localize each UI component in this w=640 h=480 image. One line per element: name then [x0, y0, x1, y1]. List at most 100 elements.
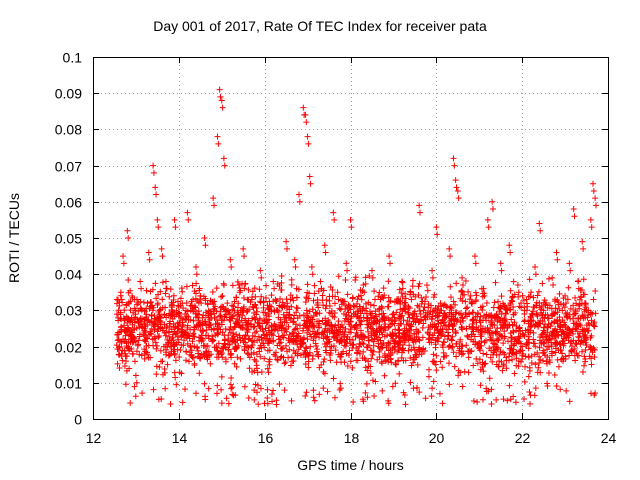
data-point — [462, 298, 469, 305]
data-point — [518, 300, 525, 307]
data-point — [129, 333, 136, 340]
data-point — [473, 292, 480, 299]
data-point — [586, 322, 593, 329]
data-point — [459, 274, 466, 281]
data-point — [581, 362, 588, 369]
data-point — [303, 119, 310, 126]
data-point — [191, 326, 198, 333]
data-point — [329, 323, 336, 330]
data-point — [286, 339, 293, 346]
data-point — [430, 351, 437, 358]
data-point — [121, 338, 128, 345]
data-point — [249, 315, 256, 322]
data-point — [556, 305, 563, 312]
data-point — [349, 342, 356, 349]
data-point — [402, 401, 409, 408]
data-point — [304, 318, 311, 325]
data-point — [447, 304, 454, 311]
data-point — [349, 294, 356, 301]
data-point — [546, 302, 553, 309]
data-point — [567, 315, 574, 322]
data-point — [429, 316, 436, 323]
data-point — [404, 317, 411, 324]
data-point — [354, 296, 361, 303]
data-point — [151, 315, 158, 322]
data-point — [386, 260, 393, 267]
data-point — [122, 381, 129, 388]
data-point — [162, 278, 169, 285]
data-point — [362, 274, 369, 281]
data-point — [279, 344, 286, 351]
data-point — [246, 354, 253, 361]
data-point — [173, 381, 180, 388]
data-point — [342, 277, 349, 284]
data-point — [277, 295, 284, 302]
data-point — [270, 338, 277, 345]
data-point — [328, 308, 335, 315]
x-tick-label: 22 — [515, 430, 531, 446]
data-point — [211, 310, 218, 317]
data-point — [541, 297, 548, 304]
data-point — [405, 347, 412, 354]
data-point — [182, 386, 189, 393]
data-point — [506, 353, 513, 360]
data-point — [196, 287, 203, 294]
data-point — [266, 313, 273, 320]
data-point — [443, 352, 450, 359]
data-point — [388, 332, 395, 339]
data-point — [584, 314, 591, 321]
data-point — [541, 314, 548, 321]
data-point — [459, 297, 466, 304]
data-point — [249, 303, 256, 310]
data-point — [411, 336, 418, 343]
data-point — [376, 324, 383, 331]
data-point — [318, 361, 325, 368]
data-point — [441, 333, 448, 340]
data-point — [459, 288, 466, 295]
data-point — [472, 341, 479, 348]
data-point — [152, 184, 159, 191]
data-point — [175, 339, 182, 346]
data-point — [453, 340, 460, 347]
data-point — [216, 86, 223, 93]
data-point — [381, 372, 388, 379]
data-point — [452, 329, 459, 336]
data-point — [401, 339, 408, 346]
data-point — [588, 332, 595, 339]
data-point — [337, 380, 344, 387]
data-point — [154, 300, 161, 307]
data-point — [346, 347, 353, 354]
data-point — [445, 332, 452, 339]
data-point — [465, 288, 472, 295]
data-point — [413, 353, 420, 360]
data-point — [255, 320, 262, 327]
data-point — [167, 311, 174, 318]
data-point — [417, 311, 424, 318]
data-point — [368, 347, 375, 354]
data-point — [536, 304, 543, 311]
data-point — [302, 322, 309, 329]
data-point — [182, 357, 189, 364]
data-point — [297, 351, 304, 358]
data-point — [495, 298, 502, 305]
data-point — [319, 292, 326, 299]
data-point — [210, 301, 217, 308]
data-point — [137, 278, 144, 285]
data-point — [541, 324, 548, 331]
data-point — [591, 323, 598, 330]
data-point — [186, 358, 193, 365]
data-point — [225, 346, 232, 353]
data-point — [582, 335, 589, 342]
data-point — [141, 329, 148, 336]
data-point — [442, 321, 449, 328]
data-point — [441, 301, 448, 308]
data-point — [508, 334, 515, 341]
data-point — [226, 310, 233, 317]
data-point — [493, 344, 500, 351]
data-point — [327, 357, 334, 364]
data-point — [285, 354, 292, 361]
data-point — [336, 305, 343, 312]
data-point — [506, 242, 513, 249]
data-point — [241, 285, 248, 292]
data-point — [230, 312, 237, 319]
